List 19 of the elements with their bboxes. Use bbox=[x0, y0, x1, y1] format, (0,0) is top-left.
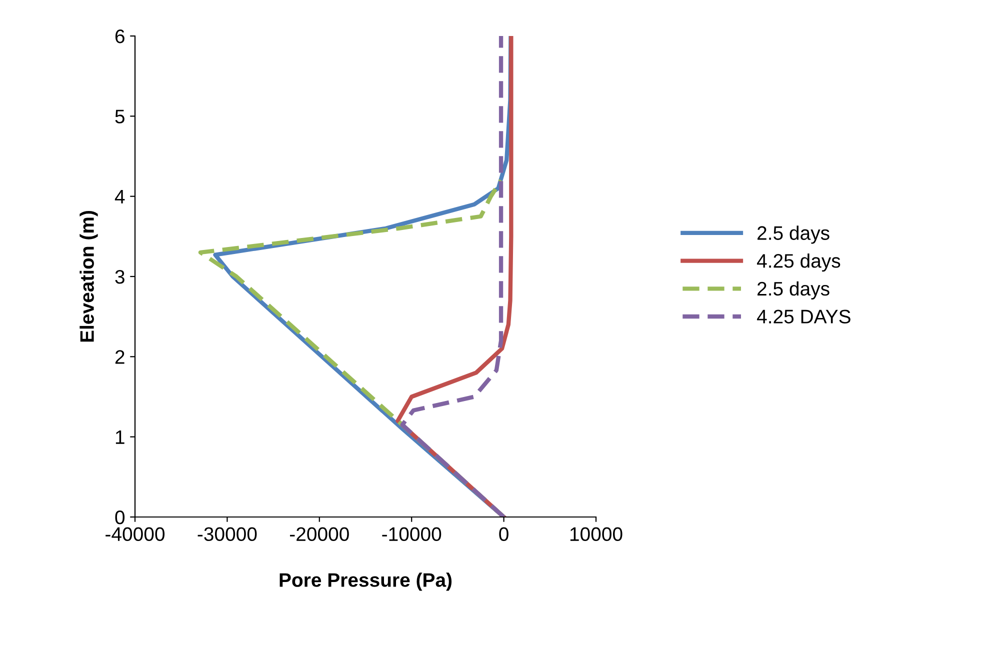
x-axis-title: Pore Pressure (Pa) bbox=[280, 572, 452, 591]
y-axis-title: Eleveation (m) bbox=[80, 211, 98, 342]
x-tick-label: 10000 bbox=[570, 527, 622, 542]
y-tick-label: 1 bbox=[116, 430, 124, 444]
x-tick-label: 0 bbox=[499, 527, 508, 542]
y-tick-label: 2 bbox=[115, 350, 124, 364]
legend-label: 4.25 DAYS bbox=[756, 310, 850, 324]
x-tick-label: -20000 bbox=[290, 527, 349, 542]
legend-label: 2.5 days bbox=[758, 226, 830, 244]
x-tick-label: -10000 bbox=[382, 527, 442, 542]
y-tick-label: 4 bbox=[114, 190, 125, 204]
x-tick-label: -40000 bbox=[106, 527, 165, 542]
legend-label: 2.5 days bbox=[758, 281, 830, 300]
legend-label: 4.25 days bbox=[756, 254, 840, 272]
y-tick-label: 3 bbox=[115, 270, 124, 284]
y-tick-label: 6 bbox=[115, 29, 124, 44]
y-tick-label: 5 bbox=[115, 110, 124, 124]
x-tick-label: -30000 bbox=[198, 527, 257, 542]
y-tick-label: 0 bbox=[115, 510, 125, 524]
